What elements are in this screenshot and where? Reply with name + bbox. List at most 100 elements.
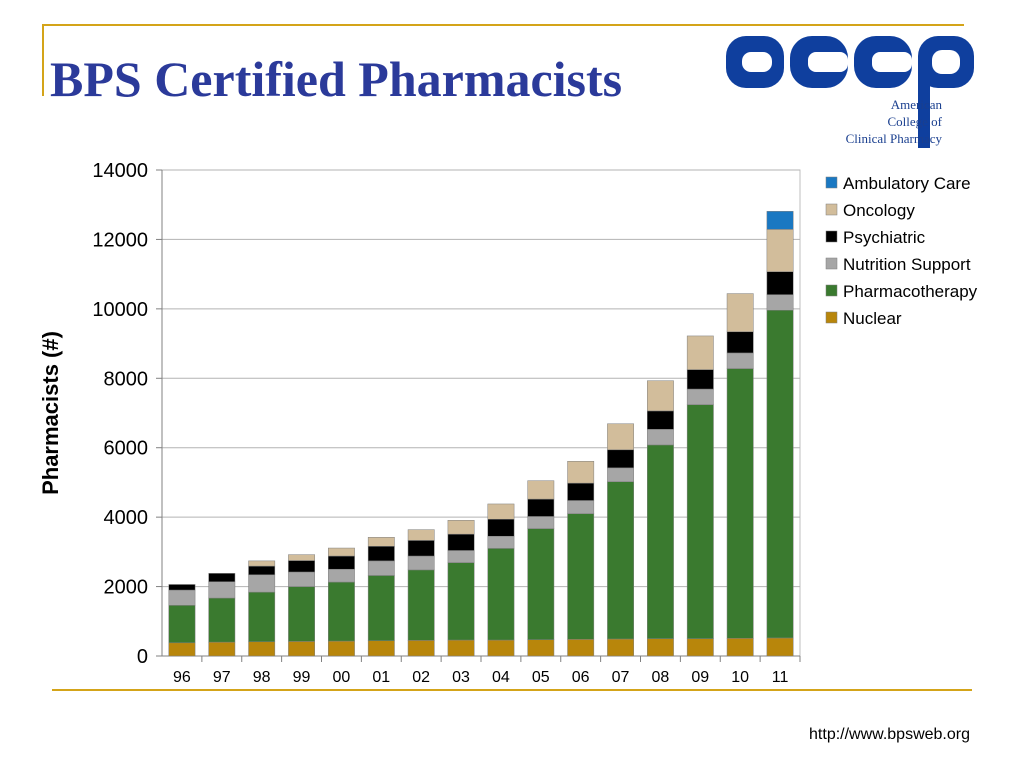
bar-segment-nutrition-support: [168, 589, 196, 606]
bar-segment-nutrition-support: [766, 294, 794, 311]
legend-label: Psychiatric: [843, 228, 926, 247]
bar-segment-nuclear: [328, 640, 355, 657]
slide-title: BPS Certified Pharmacists: [50, 51, 623, 107]
bar-segment-nuclear: [367, 640, 395, 657]
bar-segment-oncology: [527, 480, 555, 500]
bar-segment-nutrition-support: [328, 568, 355, 583]
legend-label: Ambulatory Care: [843, 174, 971, 193]
bar-segment-pharmacotherapy: [328, 581, 355, 642]
bar-segment-nutrition-support: [527, 516, 555, 529]
bar-segment-nuclear: [288, 641, 315, 657]
bar-segment-nuclear: [647, 638, 674, 657]
bar-segment-pharmacotherapy: [168, 605, 196, 644]
logo-p-stem: [918, 60, 930, 148]
bar-segment-nutrition-support: [367, 560, 395, 576]
bar-segment-psychiatric: [647, 410, 674, 430]
logo-line-1: American: [890, 97, 942, 112]
bar-segment-oncology: [248, 560, 276, 567]
y-tick-label: 4000: [104, 507, 149, 529]
y-tick-label: 0: [137, 646, 148, 668]
bar-segment-psychiatric: [168, 584, 196, 591]
legend-swatch: [825, 311, 838, 324]
bar-segment-nutrition-support: [248, 574, 276, 593]
bar-segment-nuclear: [407, 640, 435, 657]
legend-swatch: [825, 257, 838, 270]
bar-segment-oncology: [487, 503, 515, 520]
bar-segment-nutrition-support: [208, 581, 236, 599]
bar-segment-pharmacotherapy: [447, 562, 475, 641]
bar-segment-oncology: [367, 537, 395, 547]
bar-segment-oncology: [726, 293, 754, 333]
bar-segment-pharmacotherapy: [208, 597, 236, 643]
bar-segment-nutrition-support: [567, 500, 595, 514]
x-tick-label: 06: [572, 669, 590, 686]
bar-segment-nutrition-support: [447, 550, 475, 563]
bar-segment-oncology: [288, 554, 315, 561]
bar-segment-oncology: [766, 229, 794, 272]
bar-segment-oncology: [686, 335, 714, 370]
bar-segment-nuclear: [168, 642, 196, 657]
legend-label: Oncology: [843, 201, 915, 220]
legend-swatch: [825, 230, 838, 243]
logo-line-3: Clinical Pharmacy: [845, 131, 942, 146]
bar-segment-oncology: [447, 520, 475, 535]
bar-segment-pharmacotherapy: [567, 513, 595, 640]
accp-logo: accp: [726, 36, 974, 148]
bar-segment-pharmacotherapy: [607, 481, 634, 640]
bar-segment-nutrition-support: [288, 571, 315, 587]
bar-segment-pharmacotherapy: [367, 575, 395, 641]
bar-segment-psychiatric: [248, 565, 276, 576]
y-tick-label: 6000: [104, 438, 149, 460]
bar-segment-psychiatric: [288, 560, 315, 573]
bar-segment-oncology: [567, 461, 595, 484]
bar-segment-nuclear: [487, 639, 515, 657]
bar-segment-oncology: [647, 380, 674, 412]
x-tick-label: 01: [372, 669, 390, 686]
x-tick-label: 04: [492, 669, 510, 686]
x-tick-label: 98: [253, 669, 271, 686]
y-tick-label: 14000: [92, 160, 148, 182]
bar-segment-psychiatric: [487, 518, 515, 537]
bar-segment-pharmacotherapy: [248, 591, 276, 643]
x-tick-label: 11: [772, 669, 789, 686]
footer-url: http://www.bpsweb.org: [809, 726, 970, 743]
x-tick-label: 00: [333, 669, 351, 686]
legend-label: Nutrition Support: [843, 255, 971, 274]
x-tick-label: 99: [293, 669, 311, 686]
bar-segment-pharmacotherapy: [686, 404, 714, 639]
y-axis-title: Pharmacists (#): [38, 331, 63, 495]
bar-segment-nuclear: [726, 638, 754, 657]
bar-segment-nutrition-support: [686, 388, 714, 405]
title-accent-horizontal-line: [42, 24, 964, 26]
x-tick-label: 07: [612, 669, 630, 686]
bar-segment-psychiatric: [208, 573, 236, 582]
bar-segment-nutrition-support: [647, 429, 674, 446]
y-tick-label: 10000: [92, 299, 148, 321]
legend-swatch: [825, 203, 838, 216]
bar-segment-ambulatory-care: [766, 211, 794, 230]
legend-label: Nuclear: [843, 309, 902, 328]
accp-logo-text: American College of Clinical Pharmacy: [846, 96, 942, 147]
title-accent-vertical-line: [42, 24, 44, 96]
x-tick-label: 05: [532, 669, 550, 686]
x-tick-label: 97: [213, 669, 231, 686]
bar-segment-psychiatric: [726, 331, 754, 354]
y-tick-label: 12000: [92, 229, 148, 251]
bar-segment-psychiatric: [607, 449, 634, 469]
bar-segment-psychiatric: [686, 369, 714, 390]
legend-swatch: [825, 284, 838, 297]
legend-swatch: [825, 176, 838, 189]
bar-segment-nutrition-support: [487, 535, 515, 549]
x-tick-label: 02: [412, 669, 430, 686]
bar-segment-nutrition-support: [607, 467, 634, 482]
bar-segment-oncology: [607, 423, 634, 451]
legend-label: Pharmacotherapy: [843, 282, 978, 301]
bar-segment-psychiatric: [527, 498, 555, 517]
logo-line-2: College of: [887, 114, 942, 129]
x-tick-label: 09: [691, 669, 709, 686]
bar-segment-nuclear: [607, 638, 634, 657]
bar-segment-nuclear: [447, 639, 475, 657]
bar-segment-nuclear: [208, 641, 236, 657]
bar-segment-nuclear: [527, 639, 555, 657]
